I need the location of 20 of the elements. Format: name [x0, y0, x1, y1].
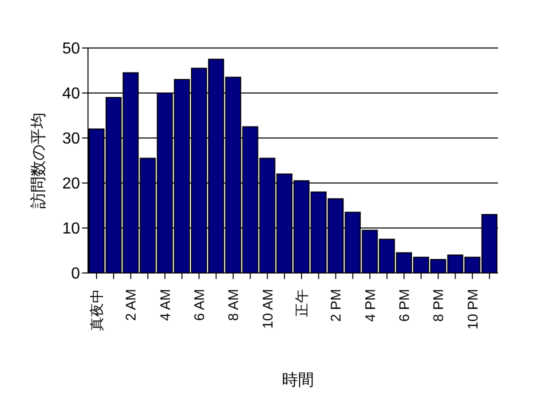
- y-tick-label: 50: [62, 40, 80, 58]
- x-tick-label: 10 PM: [464, 289, 480, 330]
- x-tick-label: 8 PM: [430, 289, 446, 322]
- x-tick-label: 2 PM: [328, 289, 344, 322]
- y-tick-label: 40: [62, 86, 80, 103]
- y-tick-label: 10: [62, 220, 80, 238]
- y-tick-label: 30: [62, 130, 80, 148]
- y-axis-title: 訪問数の平均: [30, 112, 48, 208]
- x-tick-label: 6 AM: [191, 289, 208, 321]
- x-tick-label: 8 AM: [225, 289, 242, 321]
- x-tick-label: 真夜中: [88, 289, 105, 331]
- x-tick-label: 10 AM: [259, 289, 276, 329]
- y-tick-label: 20: [62, 176, 80, 193]
- y-tick-label: 0: [71, 266, 80, 283]
- x-tick-label: 6 PM: [396, 289, 412, 322]
- x-tick-label: 2 AM: [122, 289, 139, 321]
- x-tick-label: 正午: [294, 289, 310, 317]
- x-tick-label: 4 PM: [362, 289, 378, 322]
- x-tick-label: 4 AM: [156, 289, 173, 321]
- x-axis-title: 時間: [281, 370, 315, 391]
